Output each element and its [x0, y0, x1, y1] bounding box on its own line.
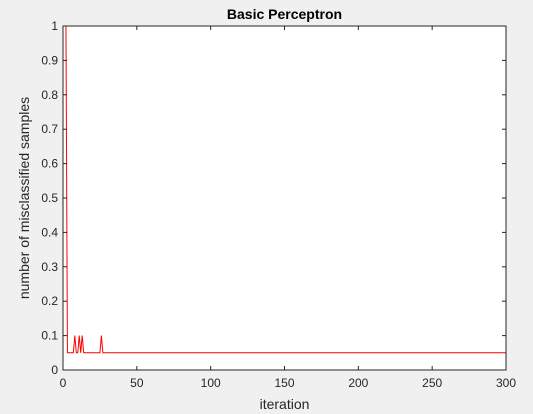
y-tick-label: 0.4: [41, 225, 58, 239]
series-line-0: [64, 25, 506, 354]
axes-box: [62, 25, 507, 371]
y-tick-label: 0.5: [41, 191, 58, 205]
x-tick-label: 200: [348, 376, 368, 390]
x-tick-label: 150: [274, 376, 294, 390]
x-tick-label: 100: [201, 376, 221, 390]
y-axis-label: number of misclassified samples: [16, 97, 32, 299]
y-tick-label: 0.6: [41, 157, 58, 171]
y-tick-label: 0.9: [41, 53, 58, 67]
y-tick-label: 0: [51, 363, 58, 377]
y-tick-label: 0.2: [41, 294, 58, 308]
series-layer: [64, 25, 506, 354]
y-tick-label: 0.8: [41, 88, 58, 102]
x-tick-label: 0: [60, 376, 67, 390]
x-tick-label: 300: [496, 376, 516, 390]
y-tick-label: 0.1: [41, 329, 58, 343]
chart-title: Basic Perceptron: [227, 6, 342, 22]
y-tick-labels: 0 0.1 0.2 0.3 0.4 0.5 0.6 0.7 0.8 0.9 1: [41, 19, 58, 377]
x-axis-label: iteration: [260, 396, 310, 412]
x-tick-label: 250: [422, 376, 442, 390]
y-tick-label: 0.3: [41, 260, 58, 274]
y-tick-label: 0.7: [41, 122, 58, 136]
y-tick-label: 1: [51, 19, 58, 33]
plot-area: [63, 26, 506, 370]
x-tick-label: 50: [130, 376, 144, 390]
x-tick-labels: 0 50 100 150 200 250 300: [60, 376, 517, 390]
